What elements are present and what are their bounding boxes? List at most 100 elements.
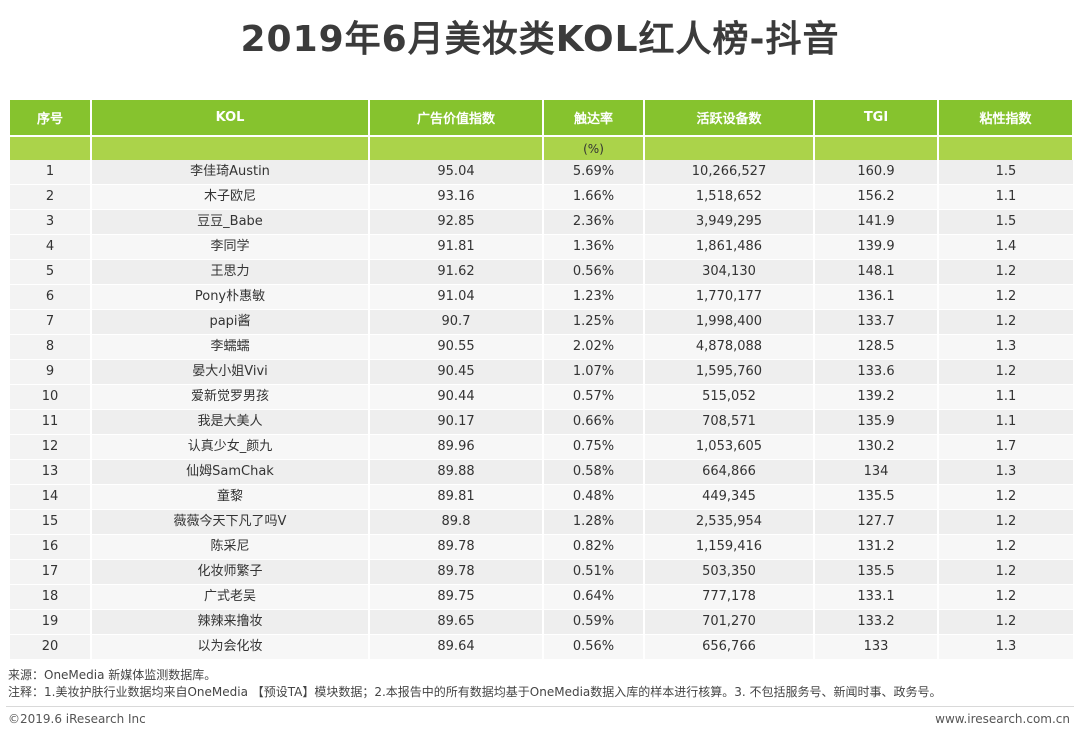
subheader-ad-value-index — [369, 135, 544, 160]
cell-rank: 10 — [10, 384, 92, 410]
cell-kol-name: 陈采尼 — [91, 534, 370, 560]
cell-stickiness-index: 1.3 — [938, 459, 1073, 485]
cell-reach-rate: 1.07% — [543, 359, 645, 385]
table-row: 9 晏大小姐Vivi 90.45 1.07% 1,595,760 133.6 1.2 — [10, 359, 1073, 385]
cell-ad-value-index: 90.55 — [369, 334, 544, 360]
cell-ad-value-index: 93.16 — [369, 184, 544, 210]
cell-kol-name: 晏大小姐Vivi — [91, 359, 370, 385]
cell-rank: 7 — [10, 309, 92, 335]
cell-kol-name: 豆豆_Babe — [91, 209, 370, 235]
cell-tgi: 135.5 — [814, 559, 939, 585]
table-header: 序号 KOL 广告价值指数 触达率 活跃设备数 TGI 粘性指数 (%) — [10, 100, 1074, 160]
cell-kol-name: 广式老吴 — [91, 584, 370, 610]
cell-ad-value-index: 90.7 — [369, 309, 544, 335]
cell-active-devices: 1,770,177 — [644, 284, 815, 310]
source-note: 来源：OneMedia 新媒体监测数据库。 — [8, 668, 217, 682]
table-row: 2 木子欧尼 93.16 1.66% 1,518,652 156.2 1.1 — [10, 184, 1073, 210]
table-row: 4 李同学 91.81 1.36% 1,861,486 139.9 1.4 — [10, 234, 1073, 260]
subheader-rank — [10, 135, 92, 160]
cell-reach-rate: 1.25% — [543, 309, 645, 335]
cell-tgi: 135.9 — [814, 409, 939, 435]
cell-tgi: 156.2 — [814, 184, 939, 210]
cell-rank: 13 — [10, 459, 92, 485]
table-row: 19 辣辣来撸妆 89.65 0.59% 701,270 133.2 1.2 — [10, 609, 1073, 635]
cell-ad-value-index: 89.78 — [369, 559, 544, 585]
cell-rank: 9 — [10, 359, 92, 385]
table-body: 1 李佳琦Austin 95.04 5.69% 10,266,527 160.9 1.5 2 木… — [10, 160, 1073, 660]
cell-ad-value-index: 91.62 — [369, 259, 544, 285]
cell-ad-value-index: 90.17 — [369, 409, 544, 435]
cell-tgi: 133.1 — [814, 584, 939, 610]
cell-stickiness-index: 1.2 — [938, 534, 1073, 560]
cell-stickiness-index: 1.1 — [938, 409, 1073, 435]
cell-kol-name: 爱新觉罗男孩 — [91, 384, 370, 410]
header-ad-value-index: 广告价值指数 — [369, 100, 544, 136]
cell-reach-rate: 0.66% — [543, 409, 645, 435]
cell-ad-value-index: 92.85 — [369, 209, 544, 235]
cell-reach-rate: 0.48% — [543, 484, 645, 510]
cell-active-devices: 304,130 — [644, 259, 815, 285]
cell-tgi: 133.2 — [814, 609, 939, 635]
cell-reach-rate: 1.36% — [543, 234, 645, 260]
subheader-row: (%) — [10, 135, 1074, 160]
cell-reach-rate: 0.75% — [543, 434, 645, 460]
kol-ranking-table: 序号 KOL 广告价值指数 触达率 活跃设备数 TGI 粘性指数 (%) 1 李佳… — [10, 100, 1074, 660]
header-active-devices: 活跃设备数 — [644, 100, 815, 136]
cell-ad-value-index: 89.88 — [369, 459, 544, 485]
cell-tgi: 130.2 — [814, 434, 939, 460]
subheader-reach-rate-unit: (%) — [543, 135, 645, 160]
cell-stickiness-index: 1.5 — [938, 160, 1073, 185]
cell-active-devices: 449,345 — [644, 484, 815, 510]
cell-kol-name: 薇薇今天下凡了吗V — [91, 509, 370, 535]
cell-rank: 3 — [10, 209, 92, 235]
cell-stickiness-index: 1.3 — [938, 634, 1073, 660]
cell-kol-name: 李同学 — [91, 234, 370, 260]
cell-tgi: 139.9 — [814, 234, 939, 260]
table-row: 7 papi酱 90.7 1.25% 1,998,400 133.7 1.2 — [10, 309, 1073, 335]
table-row: 8 李蠕蠕 90.55 2.02% 4,878,088 128.5 1.3 — [10, 334, 1073, 360]
cell-kol-name: 李蠕蠕 — [91, 334, 370, 360]
cell-stickiness-index: 1.1 — [938, 384, 1073, 410]
cell-ad-value-index: 91.81 — [369, 234, 544, 260]
cell-reach-rate: 0.59% — [543, 609, 645, 635]
cell-stickiness-index: 1.2 — [938, 284, 1073, 310]
cell-stickiness-index: 1.5 — [938, 209, 1073, 235]
table-row: 18 广式老吴 89.75 0.64% 777,178 133.1 1.2 — [10, 584, 1073, 610]
cell-rank: 16 — [10, 534, 92, 560]
cell-rank: 17 — [10, 559, 92, 585]
header-kol: KOL — [91, 100, 370, 136]
cell-ad-value-index: 89.8 — [369, 509, 544, 535]
cell-ad-value-index: 90.45 — [369, 359, 544, 385]
cell-tgi: 139.2 — [814, 384, 939, 410]
cell-active-devices: 10,266,527 — [644, 160, 815, 185]
cell-active-devices: 701,270 — [644, 609, 815, 635]
cell-ad-value-index: 95.04 — [369, 160, 544, 185]
cell-active-devices: 2,535,954 — [644, 509, 815, 535]
cell-tgi: 128.5 — [814, 334, 939, 360]
cell-tgi: 148.1 — [814, 259, 939, 285]
cell-stickiness-index: 1.2 — [938, 509, 1073, 535]
cell-reach-rate: 2.02% — [543, 334, 645, 360]
table-row: 20 以为会化妆 89.64 0.56% 656,766 133 1.3 — [10, 634, 1073, 660]
cell-ad-value-index: 90.44 — [369, 384, 544, 410]
cell-tgi: 135.5 — [814, 484, 939, 510]
cell-active-devices: 4,878,088 — [644, 334, 815, 360]
cell-rank: 18 — [10, 584, 92, 610]
cell-active-devices: 656,766 — [644, 634, 815, 660]
cell-kol-name: 认真少女_颜九 — [91, 434, 370, 460]
cell-kol-name: 以为会化妆 — [91, 634, 370, 660]
cell-stickiness-index: 1.2 — [938, 609, 1073, 635]
table-row: 16 陈采尼 89.78 0.82% 1,159,416 131.2 1.2 — [10, 534, 1073, 560]
cell-kol-name: 仙姆SamChak — [91, 459, 370, 485]
table-row: 5 王思力 91.62 0.56% 304,130 148.1 1.2 — [10, 259, 1073, 285]
cell-rank: 19 — [10, 609, 92, 635]
cell-tgi: 131.2 — [814, 534, 939, 560]
cell-reach-rate: 5.69% — [543, 160, 645, 185]
cell-stickiness-index: 1.1 — [938, 184, 1073, 210]
cell-stickiness-index: 1.4 — [938, 234, 1073, 260]
cell-ad-value-index: 89.81 — [369, 484, 544, 510]
cell-rank: 14 — [10, 484, 92, 510]
cell-stickiness-index: 1.2 — [938, 309, 1073, 335]
cell-rank: 5 — [10, 259, 92, 285]
footnote: 注释：1.美妆护肤行业数据均来自OneMedia 【预设TA】模块数据；2.本报… — [8, 685, 942, 699]
